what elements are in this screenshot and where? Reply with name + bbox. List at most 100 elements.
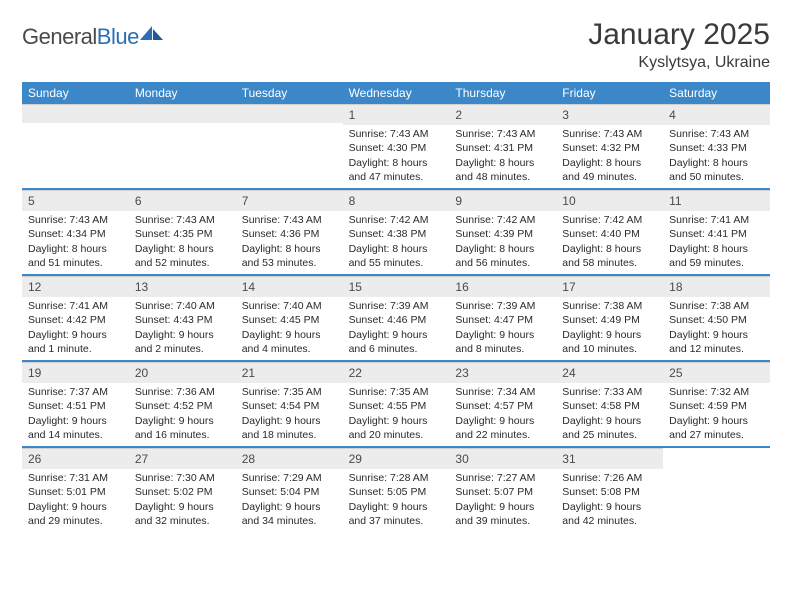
- sunrise-line: Sunrise: 7:39 AM: [455, 299, 550, 313]
- sunset-line: Sunset: 5:07 PM: [455, 485, 550, 499]
- sunrise-line: Sunrise: 7:42 AM: [562, 213, 657, 227]
- sunset-line: Sunset: 4:57 PM: [455, 399, 550, 413]
- day-body: Sunrise: 7:43 AMSunset: 4:33 PMDaylight:…: [663, 125, 770, 188]
- sunrise-line: Sunrise: 7:38 AM: [562, 299, 657, 313]
- days-grid: 1Sunrise: 7:43 AMSunset: 4:30 PMDaylight…: [22, 104, 770, 532]
- sunrise-line: Sunrise: 7:30 AM: [135, 471, 230, 485]
- weekday-label: Monday: [129, 82, 236, 104]
- sunset-line: Sunset: 4:59 PM: [669, 399, 764, 413]
- day-number: 15: [343, 277, 450, 297]
- day-body: Sunrise: 7:38 AMSunset: 4:50 PMDaylight:…: [663, 297, 770, 360]
- day-number: 3: [556, 105, 663, 125]
- day-body: Sunrise: 7:43 AMSunset: 4:34 PMDaylight:…: [22, 211, 129, 274]
- day-number: 28: [236, 449, 343, 469]
- day-number: 9: [449, 191, 556, 211]
- sunrise-line: Sunrise: 7:33 AM: [562, 385, 657, 399]
- day-cell: 23Sunrise: 7:34 AMSunset: 4:57 PMDayligh…: [449, 362, 556, 446]
- day-cell: 4Sunrise: 7:43 AMSunset: 4:33 PMDaylight…: [663, 104, 770, 188]
- day-cell: 19Sunrise: 7:37 AMSunset: 4:51 PMDayligh…: [22, 362, 129, 446]
- day-body: Sunrise: 7:37 AMSunset: 4:51 PMDaylight:…: [22, 383, 129, 446]
- sunrise-line: Sunrise: 7:35 AM: [242, 385, 337, 399]
- day-body: Sunrise: 7:43 AMSunset: 4:31 PMDaylight:…: [449, 125, 556, 188]
- day-body: Sunrise: 7:40 AMSunset: 4:43 PMDaylight:…: [129, 297, 236, 360]
- daylight-line: Daylight: 9 hours and 6 minutes.: [349, 328, 444, 356]
- day-number: 24: [556, 363, 663, 383]
- sunset-line: Sunset: 4:30 PM: [349, 141, 444, 155]
- sunrise-line: Sunrise: 7:43 AM: [669, 127, 764, 141]
- day-number: 25: [663, 363, 770, 383]
- day-body: Sunrise: 7:41 AMSunset: 4:42 PMDaylight:…: [22, 297, 129, 360]
- day-number: 10: [556, 191, 663, 211]
- day-body: Sunrise: 7:42 AMSunset: 4:39 PMDaylight:…: [449, 211, 556, 274]
- sunrise-line: Sunrise: 7:34 AM: [455, 385, 550, 399]
- day-number: 16: [449, 277, 556, 297]
- daylight-line: Daylight: 8 hours and 52 minutes.: [135, 242, 230, 270]
- daylight-line: Daylight: 8 hours and 51 minutes.: [28, 242, 123, 270]
- sunrise-line: Sunrise: 7:28 AM: [349, 471, 444, 485]
- sunrise-line: Sunrise: 7:43 AM: [455, 127, 550, 141]
- sunrise-line: Sunrise: 7:36 AM: [135, 385, 230, 399]
- sunset-line: Sunset: 4:54 PM: [242, 399, 337, 413]
- day-body: Sunrise: 7:43 AMSunset: 4:35 PMDaylight:…: [129, 211, 236, 274]
- daylight-line: Daylight: 9 hours and 32 minutes.: [135, 500, 230, 528]
- sunset-line: Sunset: 4:58 PM: [562, 399, 657, 413]
- daylight-line: Daylight: 9 hours and 18 minutes.: [242, 414, 337, 442]
- day-cell: 14Sunrise: 7:40 AMSunset: 4:45 PMDayligh…: [236, 276, 343, 360]
- sunrise-line: Sunrise: 7:38 AM: [669, 299, 764, 313]
- sunrise-line: Sunrise: 7:42 AM: [349, 213, 444, 227]
- daylight-line: Daylight: 8 hours and 49 minutes.: [562, 156, 657, 184]
- daylight-line: Daylight: 9 hours and 16 minutes.: [135, 414, 230, 442]
- sunset-line: Sunset: 4:32 PM: [562, 141, 657, 155]
- sunrise-line: Sunrise: 7:31 AM: [28, 471, 123, 485]
- day-body: Sunrise: 7:36 AMSunset: 4:52 PMDaylight:…: [129, 383, 236, 446]
- daylight-line: Daylight: 9 hours and 4 minutes.: [242, 328, 337, 356]
- sunset-line: Sunset: 4:36 PM: [242, 227, 337, 241]
- day-cell: 29Sunrise: 7:28 AMSunset: 5:05 PMDayligh…: [343, 448, 450, 532]
- day-body: Sunrise: 7:38 AMSunset: 4:49 PMDaylight:…: [556, 297, 663, 360]
- day-body: Sunrise: 7:42 AMSunset: 4:38 PMDaylight:…: [343, 211, 450, 274]
- sunrise-line: Sunrise: 7:26 AM: [562, 471, 657, 485]
- daylight-line: Daylight: 8 hours and 47 minutes.: [349, 156, 444, 184]
- day-cell: 24Sunrise: 7:33 AMSunset: 4:58 PMDayligh…: [556, 362, 663, 446]
- sunrise-line: Sunrise: 7:40 AM: [242, 299, 337, 313]
- day-number: 29: [343, 449, 450, 469]
- day-cell: 31Sunrise: 7:26 AMSunset: 5:08 PMDayligh…: [556, 448, 663, 532]
- sunset-line: Sunset: 5:08 PM: [562, 485, 657, 499]
- daylight-line: Daylight: 9 hours and 20 minutes.: [349, 414, 444, 442]
- day-number: 14: [236, 277, 343, 297]
- day-cell: 1Sunrise: 7:43 AMSunset: 4:30 PMDaylight…: [343, 104, 450, 188]
- logo-text-blue: Blue: [97, 24, 139, 49]
- day-body: Sunrise: 7:40 AMSunset: 4:45 PMDaylight:…: [236, 297, 343, 360]
- day-number: 1: [343, 105, 450, 125]
- daylight-line: Daylight: 9 hours and 10 minutes.: [562, 328, 657, 356]
- weekday-label: Tuesday: [236, 82, 343, 104]
- daylight-line: Daylight: 9 hours and 8 minutes.: [455, 328, 550, 356]
- day-cell: 20Sunrise: 7:36 AMSunset: 4:52 PMDayligh…: [129, 362, 236, 446]
- sunrise-line: Sunrise: 7:43 AM: [28, 213, 123, 227]
- day-cell: 7Sunrise: 7:43 AMSunset: 4:36 PMDaylight…: [236, 190, 343, 274]
- day-cell: 11Sunrise: 7:41 AMSunset: 4:41 PMDayligh…: [663, 190, 770, 274]
- sunset-line: Sunset: 4:34 PM: [28, 227, 123, 241]
- sunrise-line: Sunrise: 7:29 AM: [242, 471, 337, 485]
- day-cell: 17Sunrise: 7:38 AMSunset: 4:49 PMDayligh…: [556, 276, 663, 360]
- day-body: Sunrise: 7:43 AMSunset: 4:30 PMDaylight:…: [343, 125, 450, 188]
- sunset-line: Sunset: 5:05 PM: [349, 485, 444, 499]
- logo: GeneralBlue: [22, 18, 167, 50]
- day-cell: 26Sunrise: 7:31 AMSunset: 5:01 PMDayligh…: [22, 448, 129, 532]
- sunrise-line: Sunrise: 7:32 AM: [669, 385, 764, 399]
- sunset-line: Sunset: 4:51 PM: [28, 399, 123, 413]
- day-body: Sunrise: 7:42 AMSunset: 4:40 PMDaylight:…: [556, 211, 663, 274]
- sunset-line: Sunset: 5:01 PM: [28, 485, 123, 499]
- daylight-line: Daylight: 8 hours and 53 minutes.: [242, 242, 337, 270]
- sunrise-line: Sunrise: 7:43 AM: [562, 127, 657, 141]
- weekday-row: SundayMondayTuesdayWednesdayThursdayFrid…: [22, 82, 770, 104]
- day-cell-blank: [129, 104, 236, 188]
- day-cell: 8Sunrise: 7:42 AMSunset: 4:38 PMDaylight…: [343, 190, 450, 274]
- calendar: SundayMondayTuesdayWednesdayThursdayFrid…: [22, 82, 770, 532]
- daylight-line: Daylight: 8 hours and 48 minutes.: [455, 156, 550, 184]
- weekday-label: Sunday: [22, 82, 129, 104]
- day-body: Sunrise: 7:34 AMSunset: 4:57 PMDaylight:…: [449, 383, 556, 446]
- daylight-line: Daylight: 8 hours and 55 minutes.: [349, 242, 444, 270]
- sunset-line: Sunset: 4:41 PM: [669, 227, 764, 241]
- day-number: 2: [449, 105, 556, 125]
